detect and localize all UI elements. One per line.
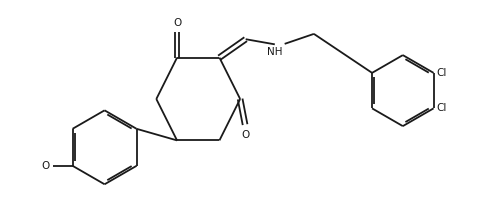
Text: NH: NH [267, 47, 282, 57]
Text: Cl: Cl [436, 103, 447, 113]
Text: O: O [241, 129, 249, 140]
Text: O: O [42, 161, 50, 171]
Text: Cl: Cl [436, 68, 447, 78]
Text: O: O [173, 18, 181, 28]
